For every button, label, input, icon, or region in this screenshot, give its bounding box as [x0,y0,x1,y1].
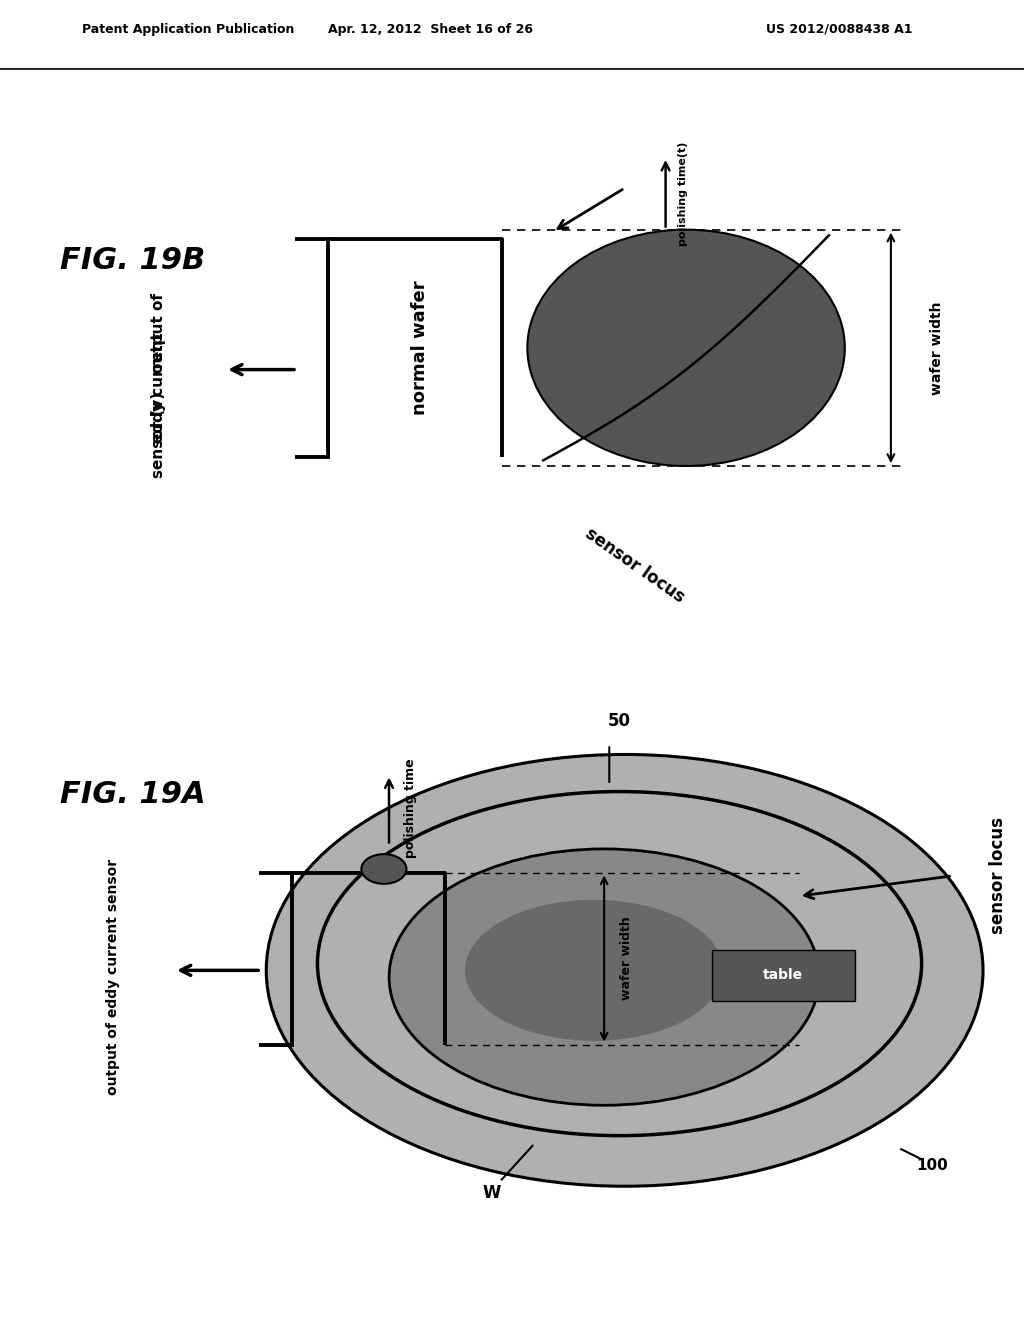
Text: Apr. 12, 2012  Sheet 16 of 26: Apr. 12, 2012 Sheet 16 of 26 [328,22,532,36]
Text: polishing time(t): polishing time(t) [678,141,688,246]
Ellipse shape [389,849,819,1105]
Text: 100: 100 [915,1159,948,1173]
Text: FIG. 19B: FIG. 19B [60,247,206,275]
Ellipse shape [465,900,723,1041]
Text: wafer width: wafer width [930,301,944,395]
Text: sensor (v): sensor (v) [152,392,166,478]
Text: US 2012/0088438 A1: US 2012/0088438 A1 [766,22,913,36]
Text: W: W [482,1184,501,1203]
Text: wafer width: wafer width [621,916,633,1001]
Text: FIG. 19A: FIG. 19A [60,780,206,809]
Text: Patent Application Publication: Patent Application Publication [82,22,294,36]
Text: output of eddy current sensor: output of eddy current sensor [105,859,120,1096]
Circle shape [361,854,407,884]
Ellipse shape [527,230,845,466]
Text: table: table [763,968,804,982]
Text: 50: 50 [608,711,631,730]
Text: sensor locus: sensor locus [989,817,1008,935]
Text: output of: output of [152,293,166,374]
Text: eddy current: eddy current [152,333,166,444]
FancyBboxPatch shape [712,950,855,1001]
Text: normal wafer: normal wafer [411,281,429,414]
Text: sensor locus: sensor locus [582,524,688,607]
Text: polishing time: polishing time [404,759,418,858]
Ellipse shape [266,755,983,1187]
